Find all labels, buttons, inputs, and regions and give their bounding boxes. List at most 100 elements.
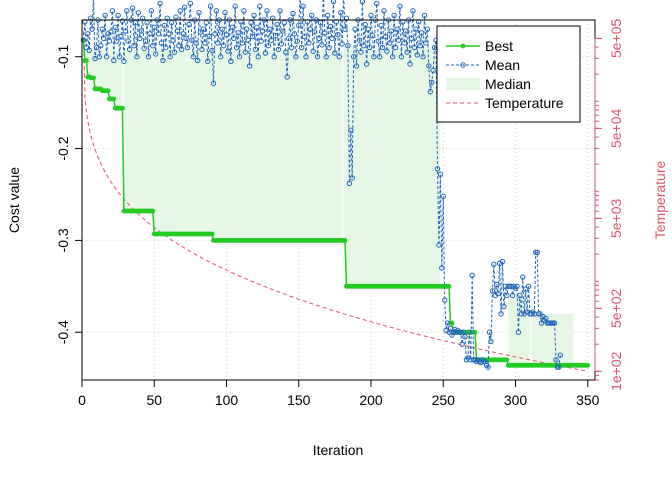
mean-point [283, 49, 289, 55]
mean-point [330, 0, 337, 5]
mean-point [179, 46, 185, 53]
x-tick-label: 250 [432, 392, 456, 408]
legend-mean-point [460, 62, 466, 68]
mean-point [394, 26, 400, 32]
mean-point [205, 58, 211, 65]
mean-point [89, 26, 95, 32]
mean-point [444, 320, 451, 326]
mean-point [436, 242, 442, 248]
mean-point [345, 43, 351, 49]
best-point [342, 238, 348, 243]
mean-point [323, 54, 329, 60]
x-tick-label: 350 [576, 392, 600, 408]
mean-point [395, 37, 402, 43]
mean-point [452, 326, 458, 333]
best-point [111, 96, 117, 102]
mean-point [375, 38, 381, 44]
mean-point [429, 79, 435, 86]
mean-point [284, 74, 290, 80]
mean-point [134, 54, 140, 60]
best-point [120, 105, 125, 111]
mean-point [202, 40, 208, 46]
mean-point [129, 5, 136, 11]
mean-point [514, 283, 520, 290]
legend-label: Mean [485, 57, 520, 73]
mean-point [311, 29, 318, 35]
mean-point [249, 33, 256, 40]
mean-point [150, 43, 156, 49]
mean-point [457, 329, 464, 335]
mean-point [248, 20, 254, 26]
mean-point [228, 58, 234, 65]
mean-point [135, 9, 142, 16]
mean-point [220, 43, 227, 49]
mean-point [151, 24, 157, 31]
mean-point [534, 249, 540, 256]
mean-point [193, 40, 199, 46]
mean-point [268, 37, 275, 43]
mean-point [173, 14, 179, 20]
mean-point [152, 51, 159, 57]
mean-point [342, 26, 348, 32]
mean-point [142, 38, 149, 44]
mean-point [255, 54, 261, 60]
mean-point [460, 329, 467, 335]
mean-point [239, 40, 246, 46]
mean-point [413, 26, 419, 32]
mean-series [80, 0, 564, 370]
x-tick-label: 100 [215, 392, 239, 408]
mean-point [112, 24, 118, 31]
mean-point [410, 8, 416, 14]
best-point [504, 357, 510, 363]
mean-point [245, 37, 251, 43]
mean-point [332, 50, 338, 56]
mean-point [271, 54, 277, 60]
mean-point [225, 48, 231, 54]
mean-point [316, 35, 322, 42]
mean-point [485, 364, 491, 370]
mean-point [430, 67, 436, 74]
mean-point [197, 29, 204, 35]
mean-point [187, 0, 194, 7]
mean-point [209, 47, 215, 54]
mean-point [183, 35, 189, 42]
mean-point [189, 37, 195, 43]
mean-point [515, 329, 522, 335]
mean-point [190, 54, 196, 60]
mean-point [119, 18, 126, 24]
mean-point [553, 357, 559, 363]
mean-point [285, 35, 292, 42]
mean-point [353, 63, 360, 69]
mean-point [102, 12, 108, 19]
mean-point [235, 30, 241, 36]
mean-point [381, 8, 387, 14]
mean-point [401, 40, 407, 46]
mean-point [96, 54, 103, 60]
mean-point [113, 38, 120, 44]
mean-point [300, 3, 306, 9]
mean-point [194, 57, 201, 64]
y-tick-label: -0.1 [55, 44, 71, 68]
mean-point [407, 61, 413, 67]
mean-point [251, 12, 257, 19]
mean-point [262, 50, 269, 56]
mean-point [290, 10, 296, 17]
mean-point [440, 193, 446, 200]
mean-point [222, 9, 228, 16]
mean-point [92, 55, 98, 62]
mean-point [83, 44, 90, 51]
mean-point [265, 43, 272, 49]
mean-point [520, 274, 526, 280]
mean-point [359, 0, 366, 5]
mean-point [423, 40, 429, 46]
mean-point [538, 320, 545, 326]
mean-point [398, 54, 405, 60]
mean-point [86, 47, 92, 54]
mean-point [288, 44, 295, 51]
best-series [81, 37, 591, 368]
mean-point [170, 37, 176, 43]
mean-point [167, 54, 173, 60]
mean-point [350, 54, 357, 60]
mean-point [337, 9, 344, 16]
mean-point [199, 46, 205, 53]
